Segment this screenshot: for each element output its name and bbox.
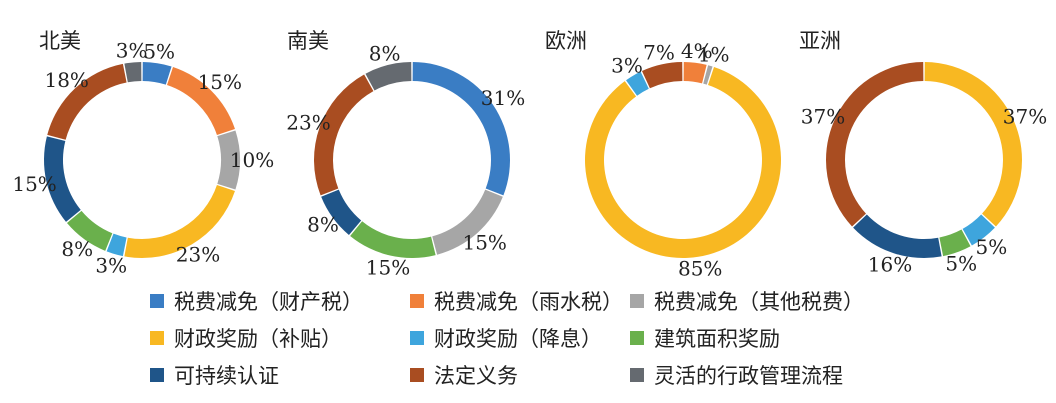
legend-label: 可持续认证 bbox=[174, 363, 279, 388]
chart-title: 北美 bbox=[39, 29, 81, 53]
legend-label: 建筑面积奖励 bbox=[654, 326, 780, 351]
donut-slice bbox=[47, 63, 127, 140]
donut-chart-north-america: 北美 5%15%10%23%3%8%15%18%3% bbox=[12, 29, 274, 278]
data-label: 3% bbox=[611, 53, 643, 77]
legend-label: 财政奖励（补贴） bbox=[174, 326, 342, 351]
donut-slice bbox=[124, 62, 142, 83]
legend-label: 税费减免（财产税） bbox=[174, 289, 363, 314]
donut-slice bbox=[66, 210, 113, 251]
data-label: 15% bbox=[198, 70, 242, 94]
data-label: 15% bbox=[366, 255, 410, 279]
legend-swatch bbox=[150, 330, 164, 345]
data-label: 4% bbox=[681, 39, 713, 63]
legend-item: 可持续认证 bbox=[150, 360, 410, 390]
legend-label: 灵活的行政管理流程 bbox=[654, 363, 843, 388]
donut-slice bbox=[350, 221, 436, 258]
legend-item: 财政奖励（补贴） bbox=[150, 323, 410, 353]
data-label: 5% bbox=[976, 235, 1008, 259]
data-label: 7% bbox=[643, 41, 675, 65]
donut-chart-europe: 欧洲 4%1% 85% 3%7% bbox=[545, 29, 781, 281]
donut-slice bbox=[853, 214, 942, 258]
legend-label: 财政奖励（降息） bbox=[434, 326, 602, 351]
legend-row: 财政奖励（补贴） 财政奖励（降息） 建筑面积奖励 bbox=[150, 319, 1050, 356]
data-label: 16% bbox=[868, 253, 912, 277]
data-label: 3% bbox=[116, 39, 148, 63]
data-label: 5% bbox=[945, 252, 977, 276]
donut-slice bbox=[167, 67, 235, 135]
legend-item: 建筑面积奖励 bbox=[630, 323, 888, 353]
donut-slice bbox=[142, 62, 172, 85]
donut-slice bbox=[584, 67, 781, 259]
data-label: 1% bbox=[698, 42, 730, 66]
legend-item: 税费减免（雨水税） bbox=[410, 286, 630, 316]
donut-slice bbox=[124, 185, 235, 258]
donut-chart-asia: 亚洲 37% 5%5% 16% 37% bbox=[799, 29, 1047, 277]
legend-label: 法定义务 bbox=[434, 363, 518, 388]
data-label: 31% bbox=[481, 86, 525, 110]
legend-item: 财政奖励（降息） bbox=[410, 323, 630, 353]
donut-slice bbox=[217, 130, 240, 190]
legend-label: 税费减免（雨水税） bbox=[434, 289, 623, 314]
legend-item: 灵活的行政管理流程 bbox=[630, 360, 888, 390]
legend: 税费减免（财产税） 税费减免（雨水税） 税费减免（其他税费） 财政奖励（补贴） … bbox=[150, 282, 1050, 393]
legend-row: 税费减免（财产税） 税费减免（雨水税） 税费减免（其他税费） bbox=[150, 282, 1050, 319]
data-label: 23% bbox=[176, 243, 220, 267]
data-label: 85% bbox=[678, 257, 722, 281]
data-label: 3% bbox=[95, 254, 127, 278]
data-label: 15% bbox=[12, 172, 56, 196]
legend-swatch bbox=[410, 367, 424, 382]
data-label: 18% bbox=[44, 68, 88, 92]
legend-swatch bbox=[630, 330, 644, 345]
legend-item: 税费减免（财产税） bbox=[150, 286, 410, 316]
donut-slice bbox=[641, 62, 683, 89]
legend-swatch bbox=[630, 293, 644, 308]
chart-title: 南美 bbox=[287, 29, 329, 53]
data-label: 8% bbox=[307, 213, 339, 237]
data-label: 10% bbox=[230, 148, 274, 172]
data-label: 37% bbox=[801, 104, 845, 128]
chart-title: 欧洲 bbox=[545, 29, 587, 53]
chart-title: 亚洲 bbox=[799, 29, 841, 53]
donut-slice bbox=[314, 74, 374, 196]
legend-swatch bbox=[150, 367, 164, 382]
donut-slice bbox=[106, 233, 127, 257]
donut-slice bbox=[626, 71, 649, 96]
donut-slice bbox=[962, 214, 995, 246]
legend-swatch bbox=[150, 293, 164, 308]
donut-slice bbox=[412, 62, 510, 196]
legend-row: 可持续认证 法定义务 灵活的行政管理流程 bbox=[150, 356, 1050, 393]
data-label: 23% bbox=[286, 111, 330, 135]
donut-slice bbox=[44, 136, 81, 222]
data-label: 8% bbox=[61, 237, 93, 261]
donut-slice bbox=[825, 62, 924, 227]
data-label: 8% bbox=[369, 42, 401, 66]
legend-swatch bbox=[630, 367, 644, 382]
legend-swatch bbox=[410, 330, 424, 345]
legend-item: 税费减免（其他税费） bbox=[630, 286, 888, 316]
donut-slice bbox=[321, 189, 362, 236]
data-label: 37% bbox=[1003, 104, 1047, 128]
donut-slice bbox=[939, 229, 971, 257]
legend-swatch bbox=[410, 293, 424, 308]
legend-item: 法定义务 bbox=[410, 360, 630, 390]
data-label: 5% bbox=[143, 39, 175, 63]
legend-label: 税费减免（其他税费） bbox=[654, 289, 864, 314]
donut-slice bbox=[924, 62, 1022, 227]
donut-slice bbox=[703, 65, 713, 85]
donut-chart-south-america: 南美 31% 15% 15% 8% 23% 8% bbox=[286, 29, 525, 279]
donut-slice bbox=[365, 62, 412, 91]
donut-slice bbox=[432, 189, 503, 255]
data-label: 15% bbox=[462, 231, 506, 255]
donut-slice bbox=[683, 62, 707, 84]
